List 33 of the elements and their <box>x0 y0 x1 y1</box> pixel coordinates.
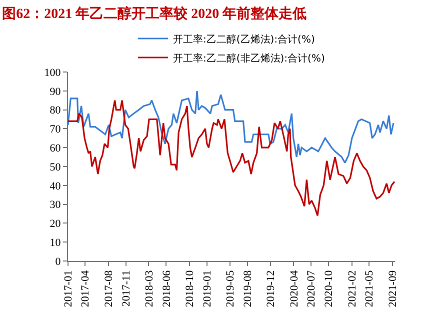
x-tick-label: 2021-05 <box>363 270 376 308</box>
y-tick-label: 0 <box>55 256 62 268</box>
legend-label: 开工率:乙二醇(非乙烯法):合计(%) <box>173 52 325 64</box>
x-tick-label: 2021-09 <box>386 270 399 308</box>
x-tick-label: 2018-10 <box>184 270 196 308</box>
x-tick-label: 2020-07 <box>306 270 318 308</box>
chart-title: 图62：2021 年乙二醇开工率较 2020 年前整体走低 <box>2 5 307 22</box>
y-tick-label: 70 <box>50 124 62 136</box>
line-series <box>68 100 395 216</box>
y-tick-label: 80 <box>50 104 62 117</box>
x-tick-label: 2020-10 <box>323 270 336 308</box>
y-tick-label: 100 <box>44 66 62 79</box>
x-tick-label: 2019-01 <box>202 270 214 308</box>
y-tick-label: 20 <box>50 218 62 230</box>
x-tick-label: 2018-06 <box>160 270 173 308</box>
x-tick-label: 2017-04 <box>80 270 92 308</box>
y-tick-label: 60 <box>50 142 62 154</box>
x-tick-label: 2019-05 <box>224 270 236 308</box>
x-tick-label: 2019-08 <box>242 270 254 308</box>
y-tick-label: 50 <box>50 161 62 174</box>
y-tick-label: 10 <box>50 236 62 249</box>
line-series <box>68 90 394 164</box>
x-tick-label: 2021-02 <box>346 270 359 308</box>
y-tick-label: 30 <box>50 199 62 212</box>
legend-label: 开工率:乙二醇(乙烯法):合计(%) <box>173 33 315 46</box>
x-tick-label: 2017-08 <box>102 270 115 308</box>
y-tick-label: 90 <box>50 86 62 98</box>
x-tick-label: 2018-03 <box>143 270 156 308</box>
x-tick-label: 2017-01 <box>62 270 75 308</box>
x-tick-label: 2017-11 <box>120 270 132 307</box>
y-tick-label: 40 <box>50 180 62 192</box>
x-tick-label: 2020-04 <box>288 270 300 308</box>
x-tick-label: 2019-12 <box>265 270 278 308</box>
